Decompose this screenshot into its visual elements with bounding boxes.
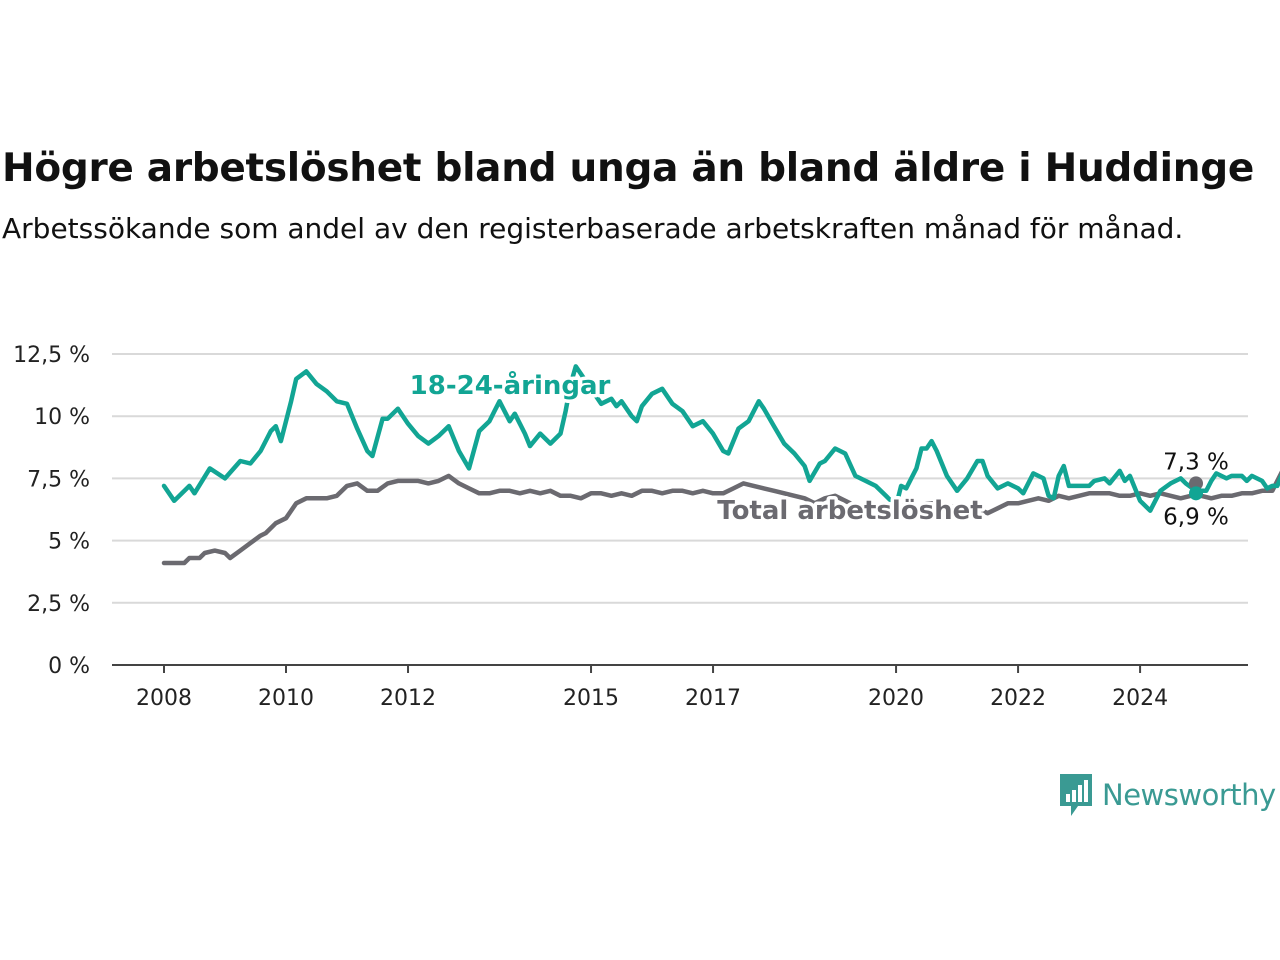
x-tick-label: 2022 (990, 686, 1046, 711)
x-tick-label: 2024 (1112, 686, 1168, 711)
y-tick-label: 12,5 % (13, 343, 90, 368)
end-marker-total (1189, 476, 1203, 491)
y-tick-label: 5 % (48, 530, 90, 555)
x-tick-label: 2017 (685, 686, 741, 711)
x-tick-label: 2008 (136, 686, 192, 711)
x-tick-label: 2015 (563, 686, 619, 711)
chart-subtitle: Arbetssökande som andel av den registerb… (2, 212, 1184, 245)
newsworthy-logo: Newsworthy (1058, 772, 1276, 818)
y-tick-label: 2,5 % (27, 592, 90, 617)
line-chart: 0 %2,5 %5 %7,5 %10 %12,5 % 2008 2010 2012 2… (13, 343, 1280, 711)
x-tick-label: 2020 (868, 686, 924, 711)
end-label-total: 7,3 % (1163, 449, 1229, 475)
chart-title: Högre arbetslöshet bland unga än bland ä… (2, 146, 1254, 191)
series-label-total: Total arbetslöshet (717, 496, 982, 526)
y-axis-ticks: 0 % 2,5 % 5 % 7,5 % 10 % 12,5 % (13, 343, 90, 679)
newsworthy-logo-icon (1060, 774, 1092, 816)
y-tick-label: 7,5 % (27, 467, 90, 492)
grid-lines (112, 353, 1248, 604)
series-labels: 18-24-åringar Total arbetslöshet 7,3 % 6,9 … (406, 366, 1229, 531)
series-lines (161, 364, 1280, 566)
brand-name: Newsworthy (1102, 778, 1276, 812)
x-axis-ticks: 2008 2010 2012 2015 2017 2020 2022 2024 (136, 665, 1168, 711)
end-marker-youth (1189, 486, 1203, 501)
y-tick-label: 10 % (34, 405, 90, 430)
series-line (161, 364, 1280, 513)
x-tick-label: 2012 (380, 686, 436, 711)
end-label-youth: 6,9 % (1163, 504, 1229, 530)
series-label-youth: 18-24-åringar (410, 369, 611, 401)
y-tick-label: 0 % (48, 654, 90, 679)
x-tick-label: 2010 (258, 686, 314, 711)
